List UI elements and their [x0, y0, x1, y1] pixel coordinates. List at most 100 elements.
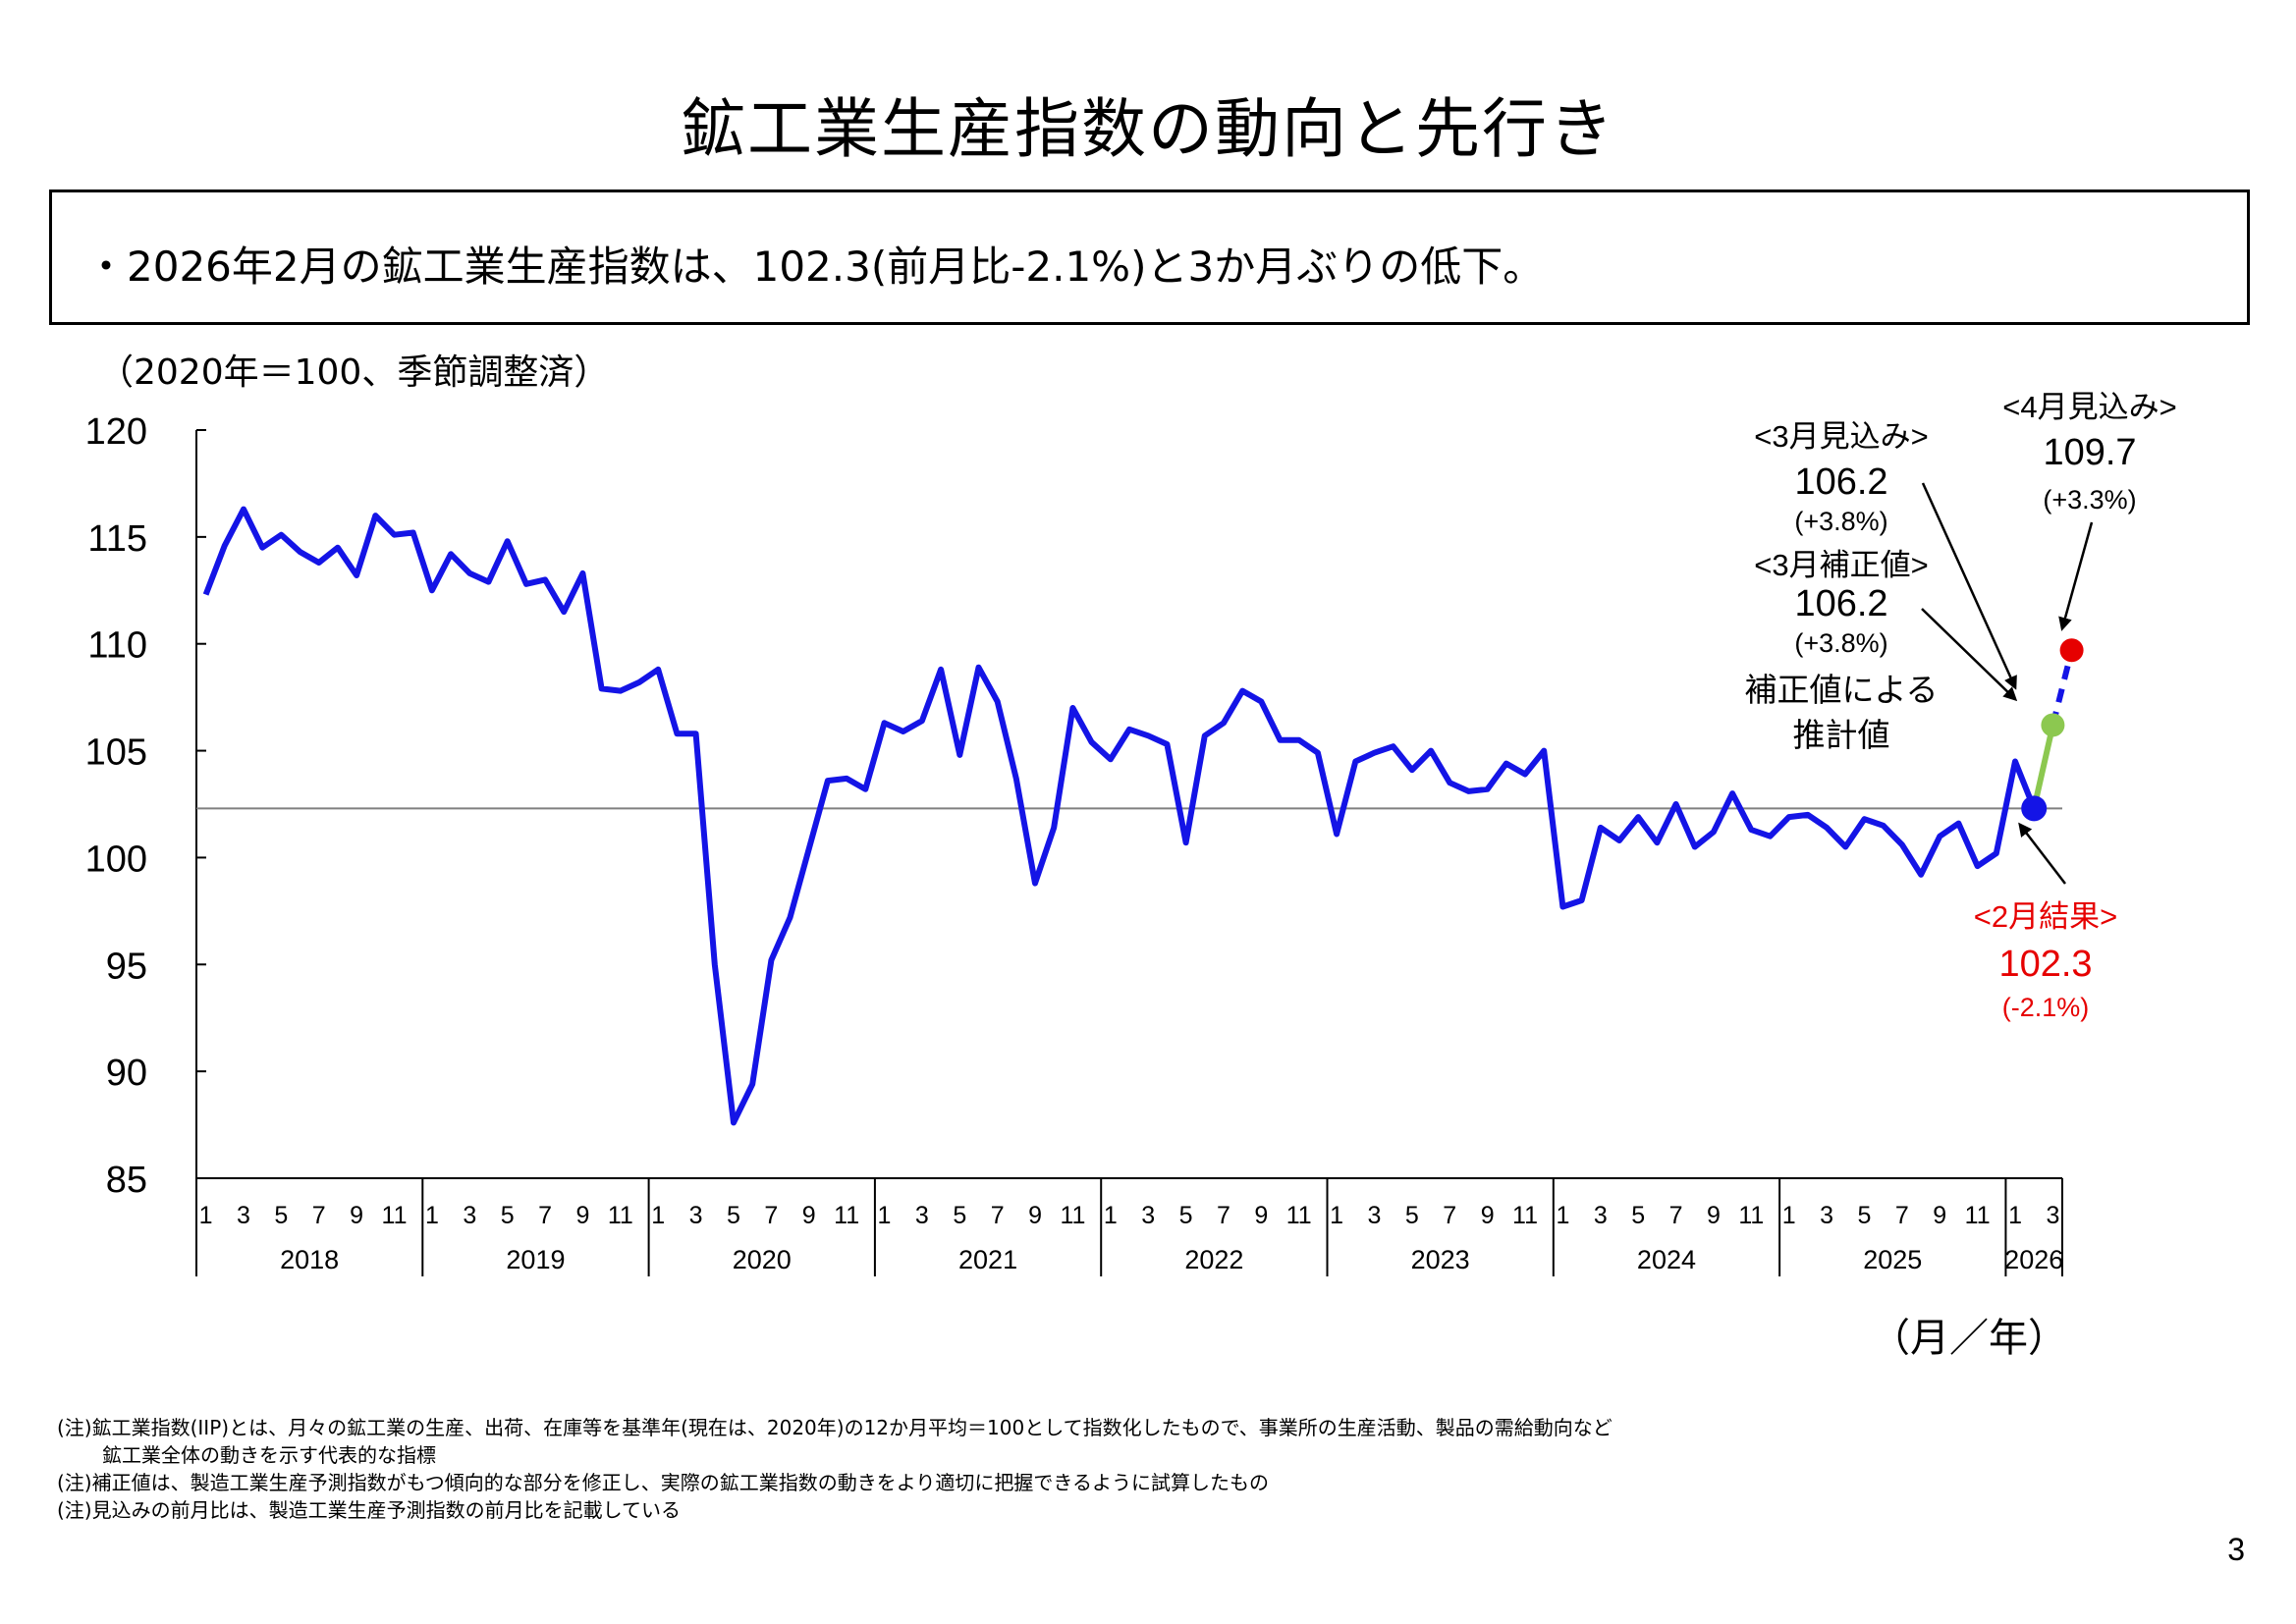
y-tick-label: 110 — [87, 625, 147, 667]
x-month-label: 1 — [425, 1202, 439, 1229]
point-march-corrected — [2041, 713, 2065, 737]
x-month-label: 11 — [1738, 1202, 1764, 1229]
x-month-label: 7 — [312, 1202, 326, 1229]
x-month-label: 11 — [608, 1202, 633, 1229]
y-axis-unit-label: （2020年＝100、季節調整済） — [98, 352, 610, 393]
y-tick-label: 90 — [106, 1053, 147, 1094]
y-tick-label: 85 — [106, 1160, 147, 1201]
chart-axes: 85 90 95 100 105 110 115 120 — [85, 411, 206, 1201]
x-month-label: 3 — [237, 1202, 250, 1229]
x-year-label: 2022 — [1184, 1245, 1243, 1274]
x-axis-unit-label: （月／年） — [1871, 1316, 2067, 1361]
page-number: 3 — [2227, 1532, 2245, 1567]
x-month-label: 3 — [1820, 1202, 1833, 1229]
march-corrected-value: 106.2 — [1794, 583, 1887, 624]
x-month-label: 1 — [2008, 1202, 2022, 1229]
page-title: 鉱工業生産指数の動向と先行き — [681, 91, 1615, 167]
footnote: (注)見込みの前月比は、製造工業生産予測指数の前月比を記載している — [57, 1498, 682, 1522]
feb-result-heading: <2月結果> — [1974, 899, 2117, 934]
feb-result-change: (-2.1%) — [2002, 993, 2090, 1022]
x-month-label: 3 — [1141, 1202, 1155, 1229]
x-month-label: 9 — [802, 1202, 816, 1229]
x-month-label: 1 — [199, 1202, 213, 1229]
x-month-label: 11 — [1286, 1202, 1312, 1229]
x-month-label: 3 — [689, 1202, 703, 1229]
x-month-label: 5 — [501, 1202, 515, 1229]
feb-result-arrow — [2018, 822, 2066, 885]
x-month-label: 7 — [1669, 1202, 1683, 1229]
y-tick-label: 95 — [106, 946, 147, 987]
x-month-label: 9 — [1933, 1202, 1946, 1229]
x-month-label: 11 — [1965, 1202, 1991, 1229]
x-month-label: 7 — [991, 1202, 1005, 1229]
x-month-label: 5 — [274, 1202, 288, 1229]
point-april-forecast — [2059, 638, 2084, 663]
march-forecast-heading: <3月見込み> — [1754, 419, 1928, 454]
march-forecast-change: (+3.8%) — [1794, 507, 1887, 536]
x-month-label: 11 — [1512, 1202, 1538, 1229]
x-year-label: 2026 — [2004, 1245, 2063, 1274]
x-month-label: 1 — [1104, 1202, 1118, 1229]
series-line-forecast — [2050, 649, 2075, 727]
x-month-label: 5 — [1631, 1202, 1645, 1229]
x-month-label: 9 — [1028, 1202, 1042, 1229]
footnote: 鉱工業全体の動きを示す代表的な指標 — [102, 1443, 436, 1467]
april-forecast-change: (+3.3%) — [2043, 485, 2136, 514]
x-year-label: 2021 — [958, 1245, 1017, 1274]
chart-annotations: <4月見込み> 109.7 (+3.3%) <3月見込み> 106.2 (+3.… — [1744, 390, 2176, 1022]
point-feb-result — [2021, 795, 2048, 822]
y-tick-label: 115 — [87, 518, 147, 560]
x-year-label: 2023 — [1411, 1245, 1470, 1274]
y-tick-label: 105 — [85, 732, 147, 774]
x-month-label: 1 — [1556, 1202, 1569, 1229]
march-corrected-change: (+3.8%) — [1794, 628, 1887, 658]
x-year-label: 2024 — [1637, 1245, 1696, 1274]
x-month-label: 5 — [1179, 1202, 1193, 1229]
x-month-label: 5 — [727, 1202, 740, 1229]
x-month-label: 1 — [651, 1202, 665, 1229]
footnote: (注)補正値は、製造工業生産予測指数がもつ傾向的な部分を修正し、実際の鉱工業指数… — [57, 1471, 1270, 1494]
chart-points-group — [2021, 638, 2084, 822]
x-month-label: 7 — [538, 1202, 552, 1229]
march-corrected-arrow — [1921, 608, 2018, 702]
footnote: (注)鉱工業指数(IIP)とは、月々の鉱工業の生産、出荷、在庫等を基準年(現在は… — [57, 1416, 1613, 1439]
x-year-label: 2018 — [280, 1245, 339, 1274]
x-year-label: 2020 — [733, 1245, 792, 1274]
x-month-label: 3 — [1594, 1202, 1608, 1229]
x-month-label: 3 — [2046, 1202, 2059, 1229]
april-forecast-value: 109.7 — [2043, 432, 2136, 473]
x-month-label: 9 — [1481, 1202, 1495, 1229]
x-month-label: 9 — [575, 1202, 589, 1229]
march-corrected-heading: <3月補正値> — [1754, 548, 1928, 582]
march-corrected-note-2: 推計値 — [1793, 717, 1890, 753]
x-year-label: 2019 — [506, 1245, 565, 1274]
x-month-label: 11 — [382, 1202, 408, 1229]
x-month-label: 7 — [1443, 1202, 1456, 1229]
x-month-label: 7 — [1217, 1202, 1230, 1229]
march-forecast-arrow — [1921, 482, 2017, 690]
x-month-label: 7 — [1895, 1202, 1909, 1229]
summary-box: ・2026年2月の鉱工業生産指数は、102.3(前月比-2.1%)と3か月ぶりの… — [49, 189, 2250, 325]
x-month-label: 3 — [1368, 1202, 1382, 1229]
x-month-label: 3 — [463, 1202, 476, 1229]
footnotes: (注)鉱工業指数(IIP)とは、月々の鉱工業の生産、出荷、在庫等を基準年(現在は… — [57, 1414, 1613, 1524]
april-forecast-arrow — [2058, 521, 2094, 631]
x-year-label: 2025 — [1863, 1245, 1922, 1274]
x-month-label: 7 — [764, 1202, 778, 1229]
march-forecast-value: 106.2 — [1794, 461, 1887, 503]
x-month-label: 11 — [834, 1202, 859, 1229]
april-forecast-heading: <4月見込み> — [2002, 390, 2176, 424]
x-month-label: 11 — [1060, 1202, 1085, 1229]
feb-result-value: 102.3 — [1998, 944, 2092, 985]
x-month-label: 1 — [1330, 1202, 1343, 1229]
x-month-label: 5 — [1405, 1202, 1419, 1229]
summary-text: ・2026年2月の鉱工業生産指数は、102.3(前月比-2.1%)と3か月ぶりの… — [85, 243, 1545, 291]
x-month-label: 9 — [1707, 1202, 1721, 1229]
y-tick-label: 120 — [85, 411, 147, 453]
x-month-label: 1 — [878, 1202, 892, 1229]
x-month-label: 9 — [1254, 1202, 1268, 1229]
chart-series-group — [202, 506, 2075, 1126]
series-line-correction — [2031, 724, 2056, 810]
